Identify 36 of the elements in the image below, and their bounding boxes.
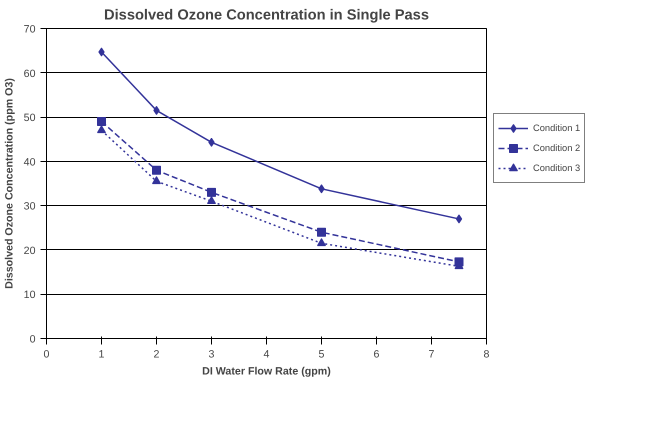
x-tick-label: 6 xyxy=(374,348,380,360)
y-tick-label: 10 xyxy=(24,289,36,302)
point xyxy=(208,138,215,147)
point xyxy=(153,106,160,115)
x-tick-label: 0 xyxy=(44,348,50,360)
y-tick-label: 0 xyxy=(30,334,36,346)
x-tick-label: 2 xyxy=(154,348,160,360)
x-tick-label: 8 xyxy=(484,348,490,360)
point xyxy=(97,125,106,134)
y-axis-title: Dissolved Ozone Concentration (ppm O3) xyxy=(4,78,16,289)
legend-label: Condition 2 xyxy=(533,143,580,153)
point xyxy=(318,184,325,194)
x-tick-label: 1 xyxy=(98,348,105,360)
y-tick-label: 50 xyxy=(24,112,36,124)
x-tick-label: 7 xyxy=(428,348,435,360)
point xyxy=(207,196,216,204)
point xyxy=(317,228,326,237)
x-axis-title: DI Water Flow Rate (gpm) xyxy=(202,366,332,378)
y-tick-label: 20 xyxy=(24,244,36,257)
point xyxy=(456,214,462,224)
y-tick-label: 40 xyxy=(24,156,36,168)
y-tick-label: 30 xyxy=(24,200,36,213)
point xyxy=(98,47,105,56)
point xyxy=(317,238,326,246)
legend-label: Condition 3 xyxy=(533,163,580,173)
chart-title: Dissolved Ozone Concentration in Single Pass xyxy=(104,8,429,24)
point xyxy=(207,188,216,197)
legend-label: Condition 1 xyxy=(533,123,580,133)
point xyxy=(152,166,161,175)
x-tick-label: 5 xyxy=(318,348,325,360)
y-tick-label: 60 xyxy=(24,68,36,80)
x-tick-label: 4 xyxy=(264,348,270,360)
y-tick-label: 70 xyxy=(24,24,36,36)
point xyxy=(152,176,161,184)
point xyxy=(97,117,106,126)
x-tick-label: 3 xyxy=(208,348,215,360)
